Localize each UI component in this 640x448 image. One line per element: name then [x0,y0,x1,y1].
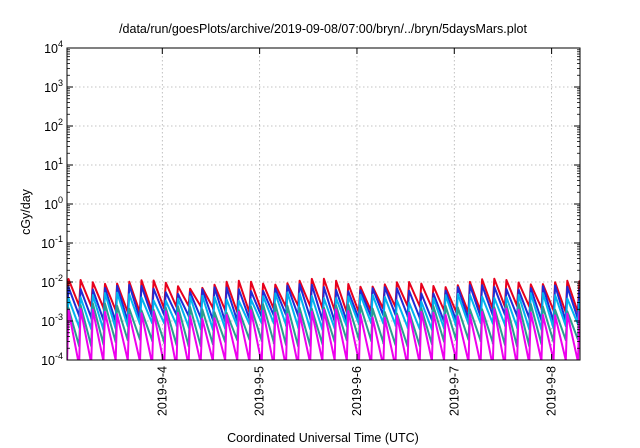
y-tick-label: 103 [44,78,63,95]
series-line [67,307,580,360]
y-tick-label: 100 [44,195,63,212]
series-layer [67,277,580,360]
y-tick-label: 10-1 [41,234,63,251]
x-axis-label: Coordinated Universal Time (UTC) [227,431,419,445]
y-axis-label: cGy/day [19,188,33,235]
y-tick-labels: 104 103 102 101 100 10-1 10-2 10-3 10-4 [41,39,63,368]
y-tick-label: 10-4 [41,351,63,368]
chart-title: /data/run/goesPlots/archive/2019-09-08/0… [119,22,527,36]
x-tick-label: 2019-9-5 [253,366,267,416]
x-tick-label: 2019-9-7 [447,366,461,416]
y-tick-label: 10-3 [41,312,63,329]
y-tick-label: 10-2 [41,273,63,290]
x-tick-label: 2019-9-8 [545,366,559,416]
axis-ticks [67,47,580,361]
x-tick-labels: 2019-9-4 2019-9-5 2019-9-6 2019-9-7 2019-9-8 [155,366,558,416]
y-tick-label: 104 [44,39,63,56]
x-tick-label: 2019-9-6 [350,366,364,416]
y-tick-label: 101 [44,156,63,173]
y-tick-label: 102 [44,117,63,134]
x-tick-label: 2019-9-4 [155,366,169,416]
